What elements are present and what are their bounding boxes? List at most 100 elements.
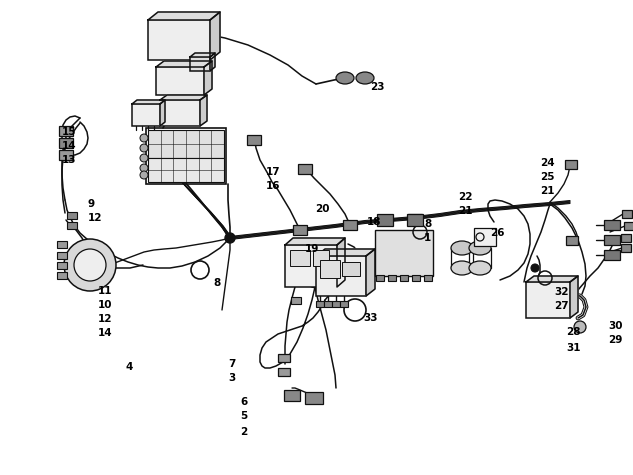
Text: 25: 25 [540,172,555,182]
Text: 13: 13 [62,155,77,165]
Text: 19: 19 [305,244,320,254]
Text: 6: 6 [240,397,248,407]
Text: 20: 20 [315,204,330,214]
Circle shape [64,239,116,291]
Bar [148,158,224,182]
Bar [67,212,77,219]
Polygon shape [210,12,220,60]
Circle shape [531,264,539,272]
Ellipse shape [336,72,354,84]
Text: 12: 12 [98,314,113,324]
Bar [375,230,433,276]
Bar [156,67,204,95]
Bar [148,20,210,60]
Text: 16: 16 [266,181,280,191]
Text: 18: 18 [367,217,382,227]
Text: 22: 22 [458,192,472,202]
Text: 28: 28 [566,327,580,337]
Polygon shape [316,249,375,256]
Text: 5: 5 [240,411,248,421]
Circle shape [140,144,148,152]
Polygon shape [132,100,165,104]
Bar [424,275,432,281]
Text: 1: 1 [424,233,431,243]
Polygon shape [160,95,207,100]
Bar [148,130,224,158]
Bar [332,301,340,307]
Text: 14: 14 [98,328,113,338]
Text: 10: 10 [98,300,113,310]
Bar [376,275,384,281]
Bar [526,282,570,318]
Bar [604,235,620,245]
Bar [247,135,261,145]
Ellipse shape [451,241,473,255]
Text: 8: 8 [424,219,431,229]
Ellipse shape [356,72,374,84]
Bar [67,222,77,229]
Bar [57,272,67,279]
Bar [624,222,633,230]
Bar [278,354,290,362]
Polygon shape [200,95,207,126]
Text: 3: 3 [228,373,235,383]
Polygon shape [285,238,345,245]
Text: 12: 12 [88,213,103,223]
Bar [284,390,300,401]
Bar [59,150,73,160]
Bar [190,57,210,71]
Bar [298,164,312,174]
Bar [59,138,73,148]
Polygon shape [190,53,215,57]
Text: 23: 23 [370,82,384,92]
Bar [57,262,67,269]
Bar [285,245,337,287]
Text: 17: 17 [266,167,280,177]
Bar [320,260,340,278]
Text: 2: 2 [240,427,248,437]
Text: 7: 7 [228,359,235,369]
Text: 26: 26 [490,228,505,238]
Bar [160,100,200,126]
Bar [316,256,366,296]
Bar [316,301,324,307]
Polygon shape [148,12,220,20]
Bar [146,128,226,184]
Text: 33: 33 [363,313,377,323]
Text: 14: 14 [62,141,77,151]
Bar [407,214,423,226]
Bar [408,214,422,224]
Bar [474,228,496,246]
Bar [400,275,408,281]
Bar [377,214,393,226]
Bar [305,392,323,404]
Circle shape [140,171,148,179]
Bar [278,368,290,376]
Bar [604,250,620,260]
Ellipse shape [469,261,491,275]
Polygon shape [160,100,165,126]
Bar [388,275,396,281]
Text: 15: 15 [62,127,77,137]
Bar [604,220,620,230]
Circle shape [74,249,106,281]
Circle shape [574,321,586,333]
Bar [59,126,73,136]
Polygon shape [526,276,578,282]
Bar [342,262,360,276]
Polygon shape [210,53,215,71]
Bar [621,244,631,252]
Bar [290,250,310,266]
Polygon shape [204,61,212,95]
Polygon shape [337,238,345,287]
Circle shape [225,233,235,243]
Ellipse shape [469,241,491,255]
Circle shape [140,154,148,162]
Bar [291,297,301,304]
Text: 4: 4 [126,362,134,372]
Bar [324,301,332,307]
Bar [313,250,329,266]
Text: 9: 9 [88,199,95,209]
Text: 11: 11 [98,286,113,296]
Text: 21: 21 [458,206,472,216]
